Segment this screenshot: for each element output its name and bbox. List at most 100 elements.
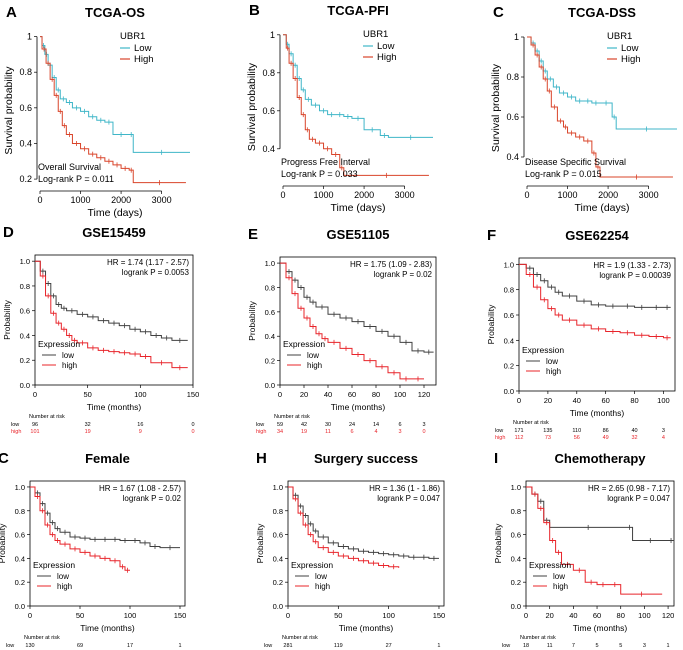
y-axis-title: Survival probability (490, 63, 502, 152)
y-tick-label: 1.0 (20, 257, 30, 266)
risk-row-label-low: low (256, 422, 264, 428)
y-tick-label: 0.4 (265, 332, 275, 341)
stat-line: Log-rank P = 0.033 (281, 169, 358, 179)
y-tick-label: 1.0 (511, 483, 521, 492)
x-tick-label: 100 (134, 390, 147, 399)
hr-line: logrank P = 0.047 (377, 494, 440, 503)
x-axis-title: Time (days) (330, 202, 385, 214)
y-tick-label: 1.0 (273, 483, 283, 492)
x-tick-label: 1000 (71, 195, 91, 205)
panel-letter: H (256, 450, 267, 467)
risk-row-label-low: low (502, 643, 510, 649)
risk-count-high: 112 (515, 435, 524, 441)
risk-count-low: 16 (137, 422, 143, 428)
x-tick-label: 0 (517, 396, 521, 405)
plot-frame (29, 480, 186, 607)
legend-label-high: High (377, 52, 397, 63)
y-tick-label: 0.6 (273, 531, 283, 540)
y-tick-label: 0.2 (265, 357, 275, 366)
hr-line: HR = 1.74 (1.17 - 2.57) (107, 258, 189, 267)
risk-count-low: 3 (662, 428, 665, 434)
series-line-high (527, 36, 673, 178)
x-tick-label: 0 (33, 390, 37, 399)
panel-tcga-dss: C TCGA-DSS 0.4 0.6 0.8 1 0 1000 2000 3000 Time (da… (490, 4, 677, 214)
x-axis-title: Time (months) (573, 623, 628, 633)
series-line-low (40, 36, 190, 153)
risk-count-high: 9 (139, 429, 142, 435)
risk-count-high: 101 (30, 429, 39, 435)
panel-letter: F (487, 227, 496, 244)
panel-letter: D (3, 224, 14, 241)
risk-count-high: 4 (374, 429, 377, 435)
risk-count-low: 5 (619, 643, 622, 649)
legend-label-low: low (315, 572, 327, 581)
risk-row-label-low: low (6, 643, 14, 649)
series-line-low (288, 486, 439, 559)
panel-title: Chemotherapy (554, 451, 646, 466)
risk-count-high: 34 (277, 429, 283, 435)
risk-count-low: 1 (178, 643, 181, 649)
hr-line: logrank P = 0.047 (607, 494, 670, 503)
hr-line: HR = 1.67 (1.08 - 2.57) (99, 484, 181, 493)
panel-gse15459: D GSE15459 0.0 0.2 0.4 0.6 0.8 1.0 0 50 100 150 Time… (2, 224, 199, 435)
panel-letter: A (6, 4, 17, 21)
risk-count-high: 49 (603, 435, 609, 441)
panel-surgery-success: H Surgery success 0.0 0.2 0.4 0.6 0.8 1.0 0 50 100… (255, 450, 446, 649)
y-axis-title: Probability (2, 299, 12, 339)
y-axis-title: Probability (493, 523, 503, 563)
legend-label-high: high (307, 361, 322, 370)
legend-title: UBR1 (120, 31, 145, 42)
series-line-high (30, 486, 130, 571)
legend-title: UBR1 (607, 31, 632, 42)
risk-count-low: 17 (127, 643, 133, 649)
series-line-high (283, 34, 429, 176)
risk-count-low: 40 (631, 428, 637, 434)
y-tick-label: 0.0 (273, 602, 283, 611)
y-tick-label: 0.2 (20, 356, 30, 365)
x-tick-label: 100 (638, 611, 651, 620)
risk-count-high: 0 (191, 429, 194, 435)
x-tick-label: 40 (573, 396, 581, 405)
x-tick-label: 2000 (111, 195, 131, 205)
y-axis-title: Probability (255, 523, 265, 563)
y-axis-title: Probability (486, 304, 496, 344)
legend-title: Expression (529, 560, 571, 570)
y-tick-label: 0.0 (511, 602, 521, 611)
y-tick-label: 0.0 (504, 387, 514, 396)
x-axis-title: Time (months) (87, 402, 142, 412)
risk-table-label: Number at risk (24, 635, 60, 641)
x-tick-label: 50 (334, 611, 342, 620)
x-tick-label: 0 (37, 195, 42, 205)
y-axis-title: Survival probability (246, 62, 258, 151)
legend-label-high: High (621, 54, 641, 65)
legend-title: Expression (33, 560, 75, 570)
x-tick-label: 50 (83, 390, 91, 399)
panel-title: Surgery success (314, 451, 418, 466)
y-tick-label: 1.0 (15, 483, 25, 492)
plot-frame (279, 256, 437, 386)
x-tick-label: 80 (617, 611, 625, 620)
plot-frame (287, 480, 445, 607)
y-tick-label: 0.2 (19, 174, 32, 184)
risk-count-low: 135 (543, 428, 552, 434)
risk-table-label: Number at risk (520, 635, 556, 641)
y-tick-label: 0.4 (15, 554, 25, 563)
panel-gse62254: F GSE62254 0.0 0.2 0.4 0.6 0.8 1.0 0 20 40 60 80 100 T… (486, 227, 676, 441)
stat-line: Disease Specific Survival (525, 157, 626, 167)
hr-line: HR = 1.9 (1.33 - 2.73) (593, 261, 671, 270)
x-tick-label: 2000 (354, 190, 374, 200)
plot-frame (34, 254, 194, 386)
risk-table-label: Number at risk (274, 414, 310, 420)
risk-count-low: 24 (349, 422, 355, 428)
x-tick-label: 0 (278, 390, 282, 399)
x-tick-label: 150 (187, 390, 200, 399)
legend-label-high: high (546, 367, 561, 376)
risk-count-low: 5 (596, 643, 599, 649)
y-tick-label: 0.8 (273, 507, 283, 516)
y-tick-label: 0.0 (265, 381, 275, 390)
y-tick-label: 0.4 (273, 554, 283, 563)
x-tick-label: 150 (433, 611, 446, 620)
legend-label-high: high (553, 582, 568, 591)
y-axis-title: Probability (0, 523, 7, 563)
y-tick-label: 0.2 (504, 362, 514, 371)
